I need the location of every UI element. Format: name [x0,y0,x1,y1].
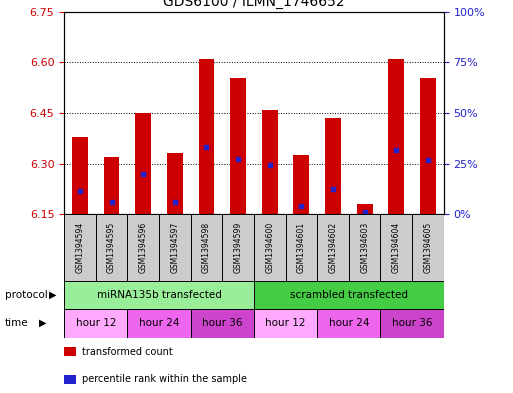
Title: GDS6100 / ILMN_1746652: GDS6100 / ILMN_1746652 [163,0,345,9]
Bar [167,153,183,214]
Text: percentile rank within the sample: percentile rank within the sample [82,374,247,384]
Text: hour 12: hour 12 [265,318,306,328]
Text: GSM1394605: GSM1394605 [423,222,432,273]
Text: GSM1394600: GSM1394600 [265,222,274,273]
Text: miRNA135b transfected: miRNA135b transfected [96,290,222,300]
Bar [254,309,317,338]
Bar [199,59,214,214]
Bar [381,309,444,338]
Text: protocol: protocol [5,290,48,300]
Bar [349,214,381,281]
Bar [388,59,404,214]
Text: GSM1394602: GSM1394602 [328,222,338,273]
Bar [317,309,381,338]
Bar [381,214,412,281]
Text: GSM1394599: GSM1394599 [233,222,243,273]
Bar [293,155,309,214]
Text: hour 24: hour 24 [139,318,179,328]
Bar [127,309,191,338]
Bar [262,110,278,214]
Text: GSM1394596: GSM1394596 [139,222,148,273]
Text: hour 12: hour 12 [75,318,116,328]
Bar [325,118,341,214]
Bar [72,137,88,214]
Text: ▶: ▶ [49,290,56,300]
Bar [230,77,246,214]
Text: scrambled transfected: scrambled transfected [290,290,408,300]
Bar [135,113,151,214]
Text: GSM1394603: GSM1394603 [360,222,369,273]
Bar [317,214,349,281]
Bar [64,309,127,338]
Text: GSM1394594: GSM1394594 [75,222,85,273]
Text: GSM1394601: GSM1394601 [297,222,306,273]
Bar [286,214,317,281]
Bar [412,214,444,281]
Bar [191,214,222,281]
Text: GSM1394597: GSM1394597 [170,222,180,273]
Bar [64,281,254,309]
Text: transformed count: transformed count [82,347,172,357]
Text: GSM1394604: GSM1394604 [392,222,401,273]
Text: ▶: ▶ [38,318,46,328]
Text: hour 24: hour 24 [329,318,369,328]
Text: GSM1394595: GSM1394595 [107,222,116,273]
Bar [357,204,372,214]
Bar [254,214,286,281]
Bar [127,214,159,281]
Text: time: time [5,318,29,328]
Bar [96,214,127,281]
Bar [420,77,436,214]
Text: hour 36: hour 36 [392,318,432,328]
Bar [64,214,96,281]
Bar [222,214,254,281]
Bar [159,214,191,281]
Bar [254,281,444,309]
Bar [191,309,254,338]
Text: GSM1394598: GSM1394598 [202,222,211,273]
Bar [104,157,120,214]
Text: hour 36: hour 36 [202,318,243,328]
